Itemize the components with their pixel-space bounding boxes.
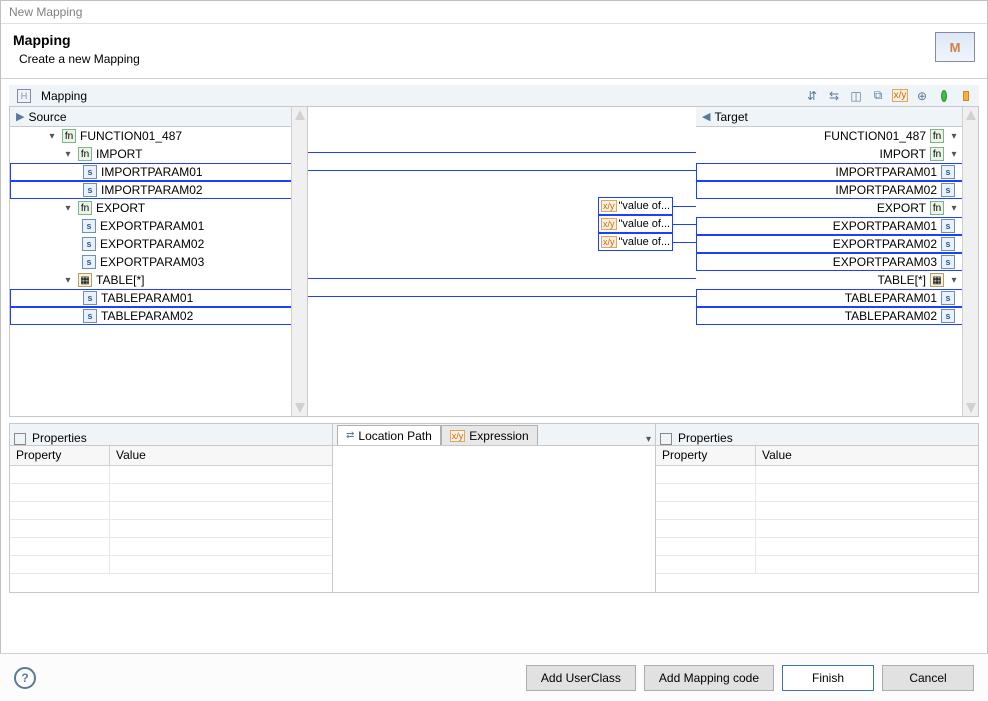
- target-scrollbar-right[interactable]: [962, 107, 978, 416]
- src-import-1[interactable]: IMPORTPARAM02: [10, 181, 307, 199]
- src-import-0[interactable]: IMPORTPARAM01: [10, 163, 307, 181]
- tgt-import[interactable]: IMPORTfn▾: [696, 145, 978, 163]
- src-table-0[interactable]: TABLEPARAM01: [10, 289, 307, 307]
- help-button[interactable]: ?: [14, 667, 36, 689]
- add-mapping-code-button[interactable]: Add Mapping code: [644, 665, 774, 691]
- target-title: Target: [714, 110, 747, 124]
- connector: [308, 296, 698, 297]
- dialog-header: Mapping Create a new Mapping: [1, 24, 987, 79]
- properties-left: Properties Property Value: [10, 424, 333, 592]
- dialog-footer: ? Add UserClass Add Mapping code Finish …: [0, 653, 988, 701]
- prop-right-body[interactable]: [656, 466, 978, 592]
- mapping-body: ▶ Source ▾fnFUNCTION01_487▾fnIMPORTIMPOR…: [9, 107, 979, 417]
- cancel-button[interactable]: Cancel: [882, 665, 974, 691]
- center-tabs: ⇄ Location Path x/y Expression ▾: [333, 424, 656, 592]
- prop-left-col-property: Property: [10, 446, 110, 465]
- properties-right: Properties Property Value: [656, 424, 978, 592]
- toolbar-status-orange[interactable]: [957, 87, 975, 105]
- tgt-import-1[interactable]: IMPORTPARAM02: [696, 181, 978, 199]
- toolbar-btn-2[interactable]: ⇆: [825, 87, 843, 105]
- source-tree[interactable]: ▾fnFUNCTION01_487▾fnIMPORTIMPORTPARAM01I…: [10, 127, 307, 416]
- src-root[interactable]: ▾fnFUNCTION01_487: [10, 127, 307, 145]
- src-export-2[interactable]: EXPORTPARAM03: [10, 253, 307, 271]
- src-export[interactable]: ▾fnEXPORT: [10, 199, 307, 217]
- dialog-title: New Mapping: [1, 1, 987, 24]
- tgt-table[interactable]: TABLE[*]▦▾: [696, 271, 978, 289]
- lower-panels: Properties Property Value ⇄ Location Pat…: [9, 423, 979, 593]
- tgt-import-0[interactable]: IMPORTPARAM01: [696, 163, 978, 181]
- connector: [308, 152, 698, 153]
- toolbar-btn-3[interactable]: ◫: [847, 87, 865, 105]
- tgt-table-1[interactable]: TABLEPARAM02: [696, 307, 978, 325]
- source-pane: ▶ Source ▾fnFUNCTION01_487▾fnIMPORTIMPOR…: [10, 107, 308, 416]
- value-expression-2[interactable]: x/y"value of...: [598, 233, 673, 251]
- finish-button[interactable]: Finish: [782, 665, 874, 691]
- target-in-icon: ◀: [702, 110, 710, 123]
- source-title: Source: [28, 110, 66, 124]
- mapping-label: Mapping: [41, 89, 87, 103]
- properties-left-title: Properties: [26, 431, 93, 445]
- tgt-table-0[interactable]: TABLEPARAM01: [696, 289, 978, 307]
- tgt-root[interactable]: FUNCTION01_487fn▾: [696, 127, 978, 145]
- tab-expression[interactable]: x/y Expression: [441, 425, 538, 445]
- src-export-1[interactable]: EXPORTPARAM02: [10, 235, 307, 253]
- toolbar-btn-5[interactable]: x/y: [891, 87, 909, 105]
- src-table[interactable]: ▾▦TABLE[*]: [10, 271, 307, 289]
- toolbar-btn-1[interactable]: ⇵: [803, 87, 821, 105]
- header-title: Mapping: [13, 32, 140, 48]
- prop-right-col-value: Value: [756, 446, 978, 465]
- tab-menu-dropdown[interactable]: ▾: [646, 434, 651, 445]
- prop-left-body[interactable]: [10, 466, 332, 592]
- mapping-wizard-icon: [935, 32, 975, 62]
- properties-right-title: Properties: [672, 431, 739, 445]
- connector: [673, 206, 698, 207]
- tgt-export-0[interactable]: EXPORTPARAM01: [696, 217, 978, 235]
- connector: [308, 278, 698, 279]
- tab-location-path[interactable]: ⇄ Location Path: [337, 425, 441, 445]
- tgt-export[interactable]: EXPORTfn▾: [696, 199, 978, 217]
- add-userclass-button[interactable]: Add UserClass: [526, 665, 636, 691]
- properties-icon: [14, 433, 26, 445]
- src-import[interactable]: ▾fnIMPORT: [10, 145, 307, 163]
- toolbar-btn-4[interactable]: ⧉: [869, 87, 887, 105]
- src-table-1[interactable]: TABLEPARAM02: [10, 307, 307, 325]
- src-export-0[interactable]: EXPORTPARAM01: [10, 217, 307, 235]
- location-path-icon: ⇄: [346, 430, 354, 441]
- tab-location-path-label: Location Path: [358, 429, 431, 443]
- toolbar-status-green[interactable]: [935, 87, 953, 105]
- connector: [308, 170, 698, 171]
- target-pane: ◀ Target FUNCTION01_487fn▾IMPORTfn▾IMPOR…: [696, 107, 978, 416]
- tab-expression-label: Expression: [469, 429, 528, 443]
- mapping-canvas[interactable]: x/y"value of...x/y"value of...x/y"value …: [308, 107, 696, 416]
- connector: [673, 242, 698, 243]
- toolbar-expand-all[interactable]: ⊕: [913, 87, 931, 105]
- prop-right-col-property: Property: [656, 446, 756, 465]
- center-body[interactable]: [333, 446, 655, 592]
- expression-icon: x/y: [450, 430, 466, 442]
- mapping-toolbar: H Mapping ⇵ ⇆ ◫ ⧉ x/y ⊕: [9, 85, 979, 107]
- mapping-icon: H: [17, 89, 31, 103]
- value-expression-0[interactable]: x/y"value of...: [598, 197, 673, 215]
- target-tree[interactable]: FUNCTION01_487fn▾IMPORTfn▾IMPORTPARAM01I…: [696, 127, 978, 416]
- value-expression-1[interactable]: x/y"value of...: [598, 215, 673, 233]
- properties-right-icon: [660, 433, 672, 445]
- prop-left-col-value: Value: [110, 446, 332, 465]
- header-subtitle: Create a new Mapping: [19, 52, 140, 66]
- tgt-export-2[interactable]: EXPORTPARAM03: [696, 253, 978, 271]
- tgt-export-1[interactable]: EXPORTPARAM02: [696, 235, 978, 253]
- source-out-icon: ▶: [16, 110, 24, 123]
- connector: [673, 224, 698, 225]
- source-scrollbar[interactable]: [291, 107, 307, 416]
